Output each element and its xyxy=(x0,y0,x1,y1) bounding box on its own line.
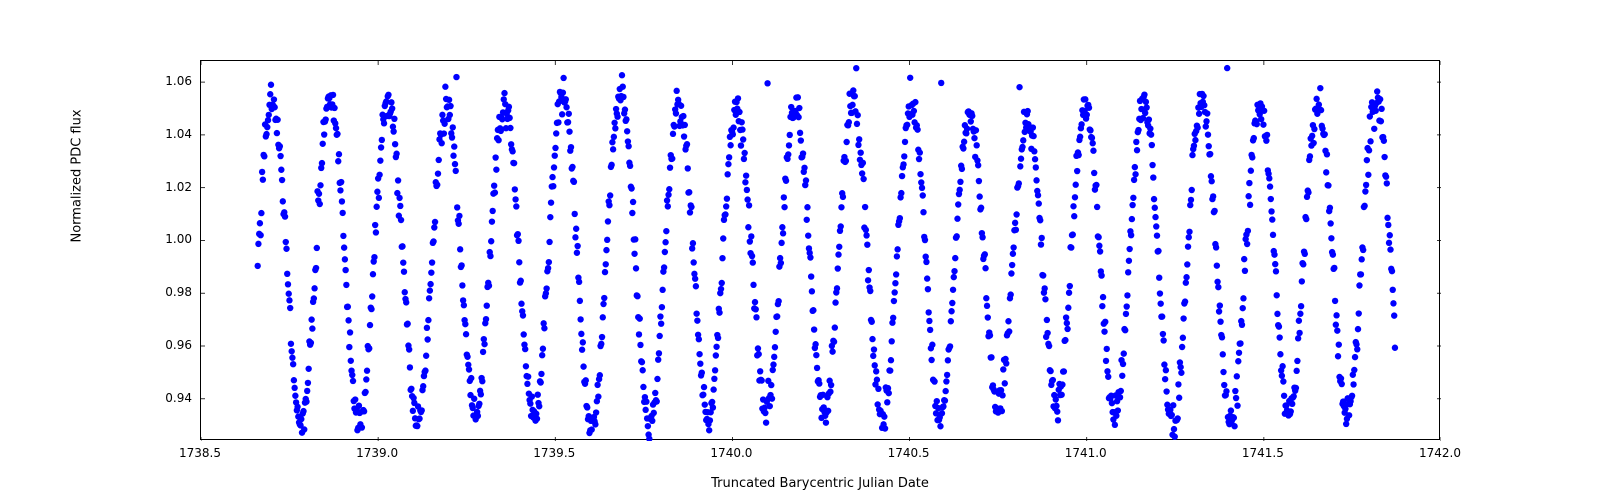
data-points xyxy=(254,65,1398,441)
x-tick-label: 1740.5 xyxy=(888,446,930,460)
y-tick-label: 0.94 xyxy=(165,391,192,405)
x-tick-label: 1740.0 xyxy=(710,446,752,460)
y-tick-label: 1.00 xyxy=(165,232,192,246)
figure: Truncated Barycentric Julian Date Normal… xyxy=(0,0,1600,500)
x-tick-label: 1738.5 xyxy=(179,446,221,460)
y-tick-label: 1.06 xyxy=(165,74,192,88)
x-tick-label: 1741.5 xyxy=(1242,446,1284,460)
scatter-chart xyxy=(200,60,1440,440)
chart-svg xyxy=(201,61,1441,441)
x-tick-label: 1739.5 xyxy=(533,446,575,460)
y-axis-label: Normalized PDC flux xyxy=(69,109,84,242)
y-tick-label: 0.98 xyxy=(165,285,192,299)
y-tick-label: 1.04 xyxy=(165,127,192,141)
y-tick-label: 0.96 xyxy=(165,338,192,352)
x-tick-label: 1742.0 xyxy=(1419,446,1461,460)
x-tick-label: 1739.0 xyxy=(356,446,398,460)
x-axis-label: Truncated Barycentric Julian Date xyxy=(711,476,929,491)
x-tick-label: 1741.0 xyxy=(1065,446,1107,460)
y-tick-label: 1.02 xyxy=(165,180,192,194)
